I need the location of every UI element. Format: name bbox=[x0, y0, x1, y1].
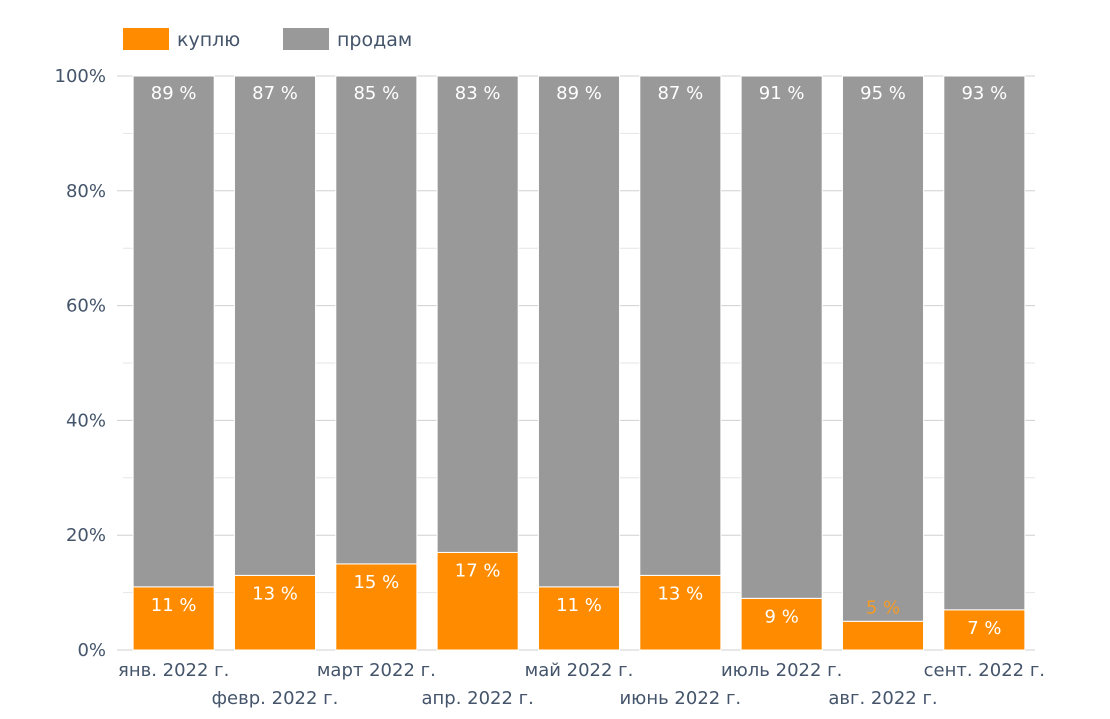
data-label-sell: 93 % bbox=[961, 83, 1007, 104]
legend-swatch-sell bbox=[283, 28, 329, 50]
data-label-sell: 83 % bbox=[455, 83, 501, 104]
y-tick-label: 40% bbox=[66, 410, 106, 431]
bar-sell bbox=[639, 75, 722, 576]
legend-swatch-buy bbox=[123, 28, 169, 50]
x-category-label: июнь 2022 г. bbox=[619, 688, 741, 709]
x-category-label: сент. 2022 г. bbox=[924, 660, 1045, 681]
bar-sell bbox=[943, 75, 1026, 611]
data-label-sell: 87 % bbox=[252, 83, 298, 104]
data-label-buy: 9 % bbox=[765, 606, 799, 627]
y-tick-label: 0% bbox=[77, 640, 106, 661]
x-category-label: май 2022 г. bbox=[525, 660, 634, 681]
data-label-buy: 7 % bbox=[967, 618, 1001, 639]
bar-buy bbox=[841, 620, 925, 651]
legend-label-buy: куплю bbox=[177, 29, 240, 51]
data-label-sell: 89 % bbox=[556, 83, 602, 104]
bar-buy bbox=[233, 574, 317, 651]
x-category-label: янв. 2022 г. bbox=[118, 660, 229, 681]
x-category-label: март 2022 г. bbox=[317, 660, 436, 681]
data-label-buy: 13 % bbox=[657, 583, 703, 604]
y-tick-label: 60% bbox=[66, 296, 106, 317]
bar-buy bbox=[335, 563, 418, 651]
data-label-buy: 15 % bbox=[353, 572, 399, 593]
data-label-sell: 85 % bbox=[353, 83, 399, 104]
legend-label-sell: продам bbox=[337, 29, 412, 51]
data-label-sell: 95 % bbox=[860, 83, 906, 104]
y-tick-label: 80% bbox=[66, 181, 106, 202]
bar-sell bbox=[233, 75, 317, 576]
x-category-label: апр. 2022 г. bbox=[421, 688, 533, 709]
data-label-sell: 89 % bbox=[151, 83, 197, 104]
x-category-label: февр. 2022 г. bbox=[212, 688, 339, 709]
data-label-buy: 13 % bbox=[252, 583, 298, 604]
y-axis-tick-labels: 0% 20% 40% 60% 80% 100% bbox=[55, 66, 106, 661]
bar-sell bbox=[335, 75, 418, 565]
bar-sell bbox=[132, 75, 215, 588]
x-axis-category-labels: янв. 2022 г. февр. 2022 г. март 2022 г. апр… bbox=[118, 660, 1045, 709]
bar-buy bbox=[132, 586, 215, 651]
legend: куплю продам bbox=[123, 28, 412, 51]
bar-sell bbox=[537, 75, 621, 588]
y-tick-label: 100% bbox=[55, 66, 106, 87]
bar-buy bbox=[537, 586, 621, 651]
bar-sell bbox=[436, 75, 519, 553]
data-labels: 11 % 89 % 13 % 87 % 15 % 85 % 17 % 83 % 11 % 89 %… bbox=[151, 83, 1007, 639]
bar-sell bbox=[841, 75, 925, 622]
x-category-label: июль 2022 г. bbox=[721, 660, 842, 681]
data-label-buy: 5 % bbox=[866, 597, 900, 618]
data-label-buy: 11 % bbox=[556, 595, 602, 616]
data-label-sell: 87 % bbox=[657, 83, 703, 104]
data-label-sell: 91 % bbox=[759, 83, 805, 104]
bar-buy bbox=[436, 551, 519, 651]
data-label-buy: 17 % bbox=[455, 560, 501, 581]
bars bbox=[132, 75, 1026, 651]
bar-sell bbox=[740, 75, 823, 599]
y-tick-label: 20% bbox=[66, 525, 106, 546]
data-label-buy: 11 % bbox=[151, 595, 197, 616]
x-category-label: авг. 2022 г. bbox=[828, 688, 937, 709]
